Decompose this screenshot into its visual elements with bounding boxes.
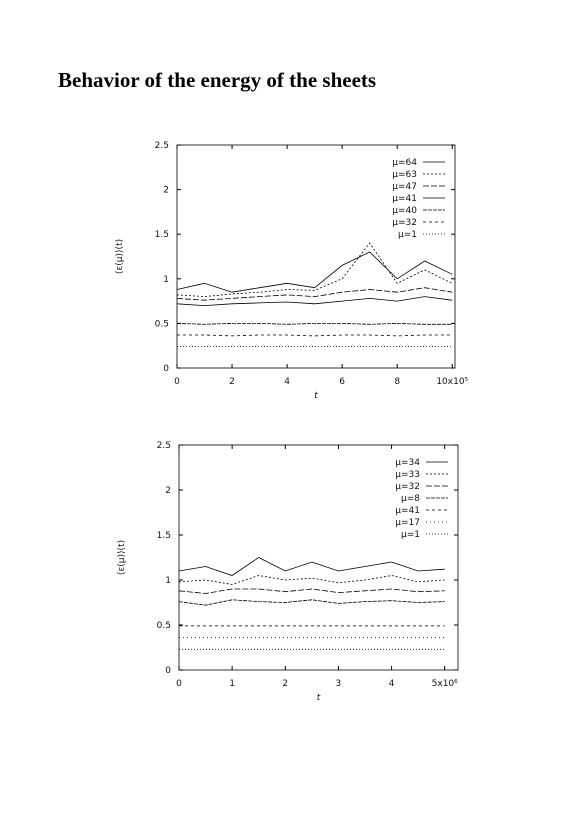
x-tick-label: 4 bbox=[284, 377, 290, 387]
legend-label: μ=32 bbox=[395, 482, 420, 492]
legend-label: μ=41 bbox=[395, 506, 420, 516]
x-tick-label: 1 bbox=[229, 679, 235, 689]
plot-frame bbox=[178, 444, 459, 671]
x-tick-label: 10x10⁵ bbox=[436, 377, 468, 387]
legend-label: μ=41 bbox=[392, 194, 417, 204]
y-axis-label: ⟨ε(μ)⟩(t) bbox=[115, 239, 125, 274]
legend-label: μ=1 bbox=[401, 530, 420, 540]
y-tick-label: 1 bbox=[163, 275, 169, 285]
legend-label: μ=17 bbox=[395, 518, 420, 528]
y-axis-label: ⟨ε(μ)⟩(t) bbox=[117, 540, 127, 575]
series-line bbox=[176, 287, 453, 301]
x-tick-label: 8 bbox=[394, 377, 400, 387]
y-tick-label: 1.5 bbox=[157, 531, 171, 541]
series-line bbox=[176, 251, 453, 293]
series-line bbox=[178, 557, 445, 576]
x-axis-label: t bbox=[314, 391, 318, 401]
legend-label: μ=47 bbox=[392, 182, 417, 192]
legend-label: μ=63 bbox=[392, 170, 417, 180]
legend-label: μ=33 bbox=[395, 470, 420, 480]
y-tick-label: 2.5 bbox=[155, 141, 169, 151]
x-tick-label: 2 bbox=[229, 377, 235, 387]
y-tick-label: 2 bbox=[165, 486, 171, 496]
legend-label: μ=40 bbox=[392, 206, 417, 216]
legend-label: μ=32 bbox=[392, 218, 417, 228]
series-line bbox=[178, 588, 445, 594]
x-tick-label: 5x10⁶ bbox=[432, 679, 459, 689]
y-tick-label: 1 bbox=[165, 576, 171, 586]
series-line bbox=[176, 296, 453, 307]
series-line bbox=[176, 242, 453, 298]
x-axis-label: t bbox=[317, 693, 321, 703]
page-title: Behavior of the energy of the sheets bbox=[58, 68, 376, 92]
y-tick-label: 2 bbox=[163, 186, 169, 196]
legend-label: μ=1 bbox=[398, 230, 417, 240]
x-tick-label: 4 bbox=[389, 679, 395, 689]
y-tick-label: 0 bbox=[163, 364, 169, 374]
y-tick-label: 2.5 bbox=[157, 441, 171, 451]
y-tick-label: 0.5 bbox=[157, 621, 171, 631]
x-tick-label: 0 bbox=[174, 377, 180, 387]
x-tick-label: 6 bbox=[339, 377, 345, 387]
series-line bbox=[177, 334, 453, 337]
legend-label: μ=34 bbox=[395, 458, 420, 468]
y-tick-label: 0 bbox=[165, 666, 171, 676]
legend-label: μ=64 bbox=[392, 158, 417, 168]
y-tick-label: 1.5 bbox=[155, 230, 169, 240]
y-tick-label: 0.5 bbox=[155, 319, 169, 329]
series-line bbox=[176, 322, 453, 325]
x-tick-label: 2 bbox=[282, 679, 288, 689]
x-tick-label: 0 bbox=[176, 679, 182, 689]
series-line bbox=[178, 599, 445, 606]
plot-frame bbox=[176, 144, 456, 369]
legend-label: μ=8 bbox=[401, 494, 420, 504]
series-line bbox=[178, 575, 445, 585]
x-tick-label: 3 bbox=[336, 679, 342, 689]
